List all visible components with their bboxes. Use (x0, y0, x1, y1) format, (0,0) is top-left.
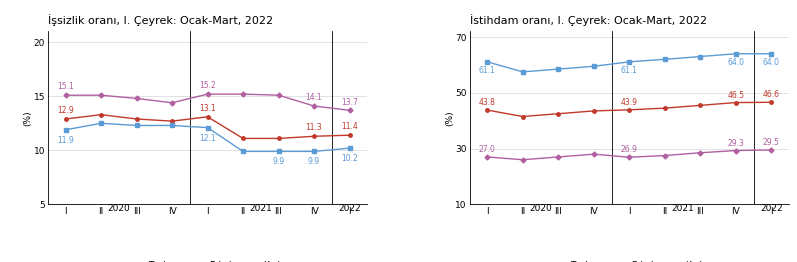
Text: İşsizlik oranı, I. Çeyrek: Ocak-Mart, 2022: İşsizlik oranı, I. Çeyrek: Ocak-Mart, 20… (48, 15, 273, 26)
Text: 11.4: 11.4 (341, 122, 358, 132)
Text: 46.5: 46.5 (728, 91, 744, 100)
Legend: Toplam, Erkek, Kadın: Toplam, Erkek, Kadın (123, 257, 292, 262)
Text: 15.1: 15.1 (57, 83, 74, 91)
Text: 13.1: 13.1 (199, 104, 216, 113)
Text: 15.2: 15.2 (199, 81, 216, 90)
Text: 64.0: 64.0 (728, 58, 744, 67)
Text: 61.1: 61.1 (479, 66, 496, 75)
Text: 2021: 2021 (249, 204, 273, 213)
Text: 11.9: 11.9 (57, 136, 74, 145)
Text: 43.9: 43.9 (621, 98, 638, 107)
Text: 12.9: 12.9 (57, 106, 74, 115)
Text: 12.1: 12.1 (199, 134, 216, 143)
Text: 9.9: 9.9 (308, 157, 320, 166)
Text: 2022: 2022 (760, 204, 783, 213)
Legend: Toplam, Erkek, Kadın: Toplam, Erkek, Kadın (544, 257, 714, 262)
Text: 26.9: 26.9 (621, 145, 638, 154)
Text: 64.0: 64.0 (763, 58, 779, 67)
Text: 2022: 2022 (338, 204, 361, 213)
Text: 2021: 2021 (671, 204, 694, 213)
Text: 29.3: 29.3 (728, 139, 744, 148)
Text: 14.1: 14.1 (306, 93, 323, 102)
Y-axis label: (%): (%) (445, 110, 453, 126)
Text: 43.8: 43.8 (479, 98, 496, 107)
Text: 2020: 2020 (529, 204, 552, 213)
Y-axis label: (%): (%) (23, 110, 32, 126)
Text: İstihdam oranı, I. Çeyrek: Ocak-Mart, 2022: İstihdam oranı, I. Çeyrek: Ocak-Mart, 20… (469, 15, 707, 26)
Text: 11.3: 11.3 (306, 123, 323, 133)
Text: 27.0: 27.0 (479, 145, 496, 154)
Text: 29.5: 29.5 (763, 138, 779, 147)
Text: 2020: 2020 (108, 204, 130, 213)
Text: 13.7: 13.7 (341, 97, 358, 107)
Text: 46.6: 46.6 (763, 90, 779, 100)
Text: 10.2: 10.2 (341, 154, 358, 163)
Text: 9.9: 9.9 (273, 157, 285, 166)
Text: 61.1: 61.1 (621, 66, 638, 75)
